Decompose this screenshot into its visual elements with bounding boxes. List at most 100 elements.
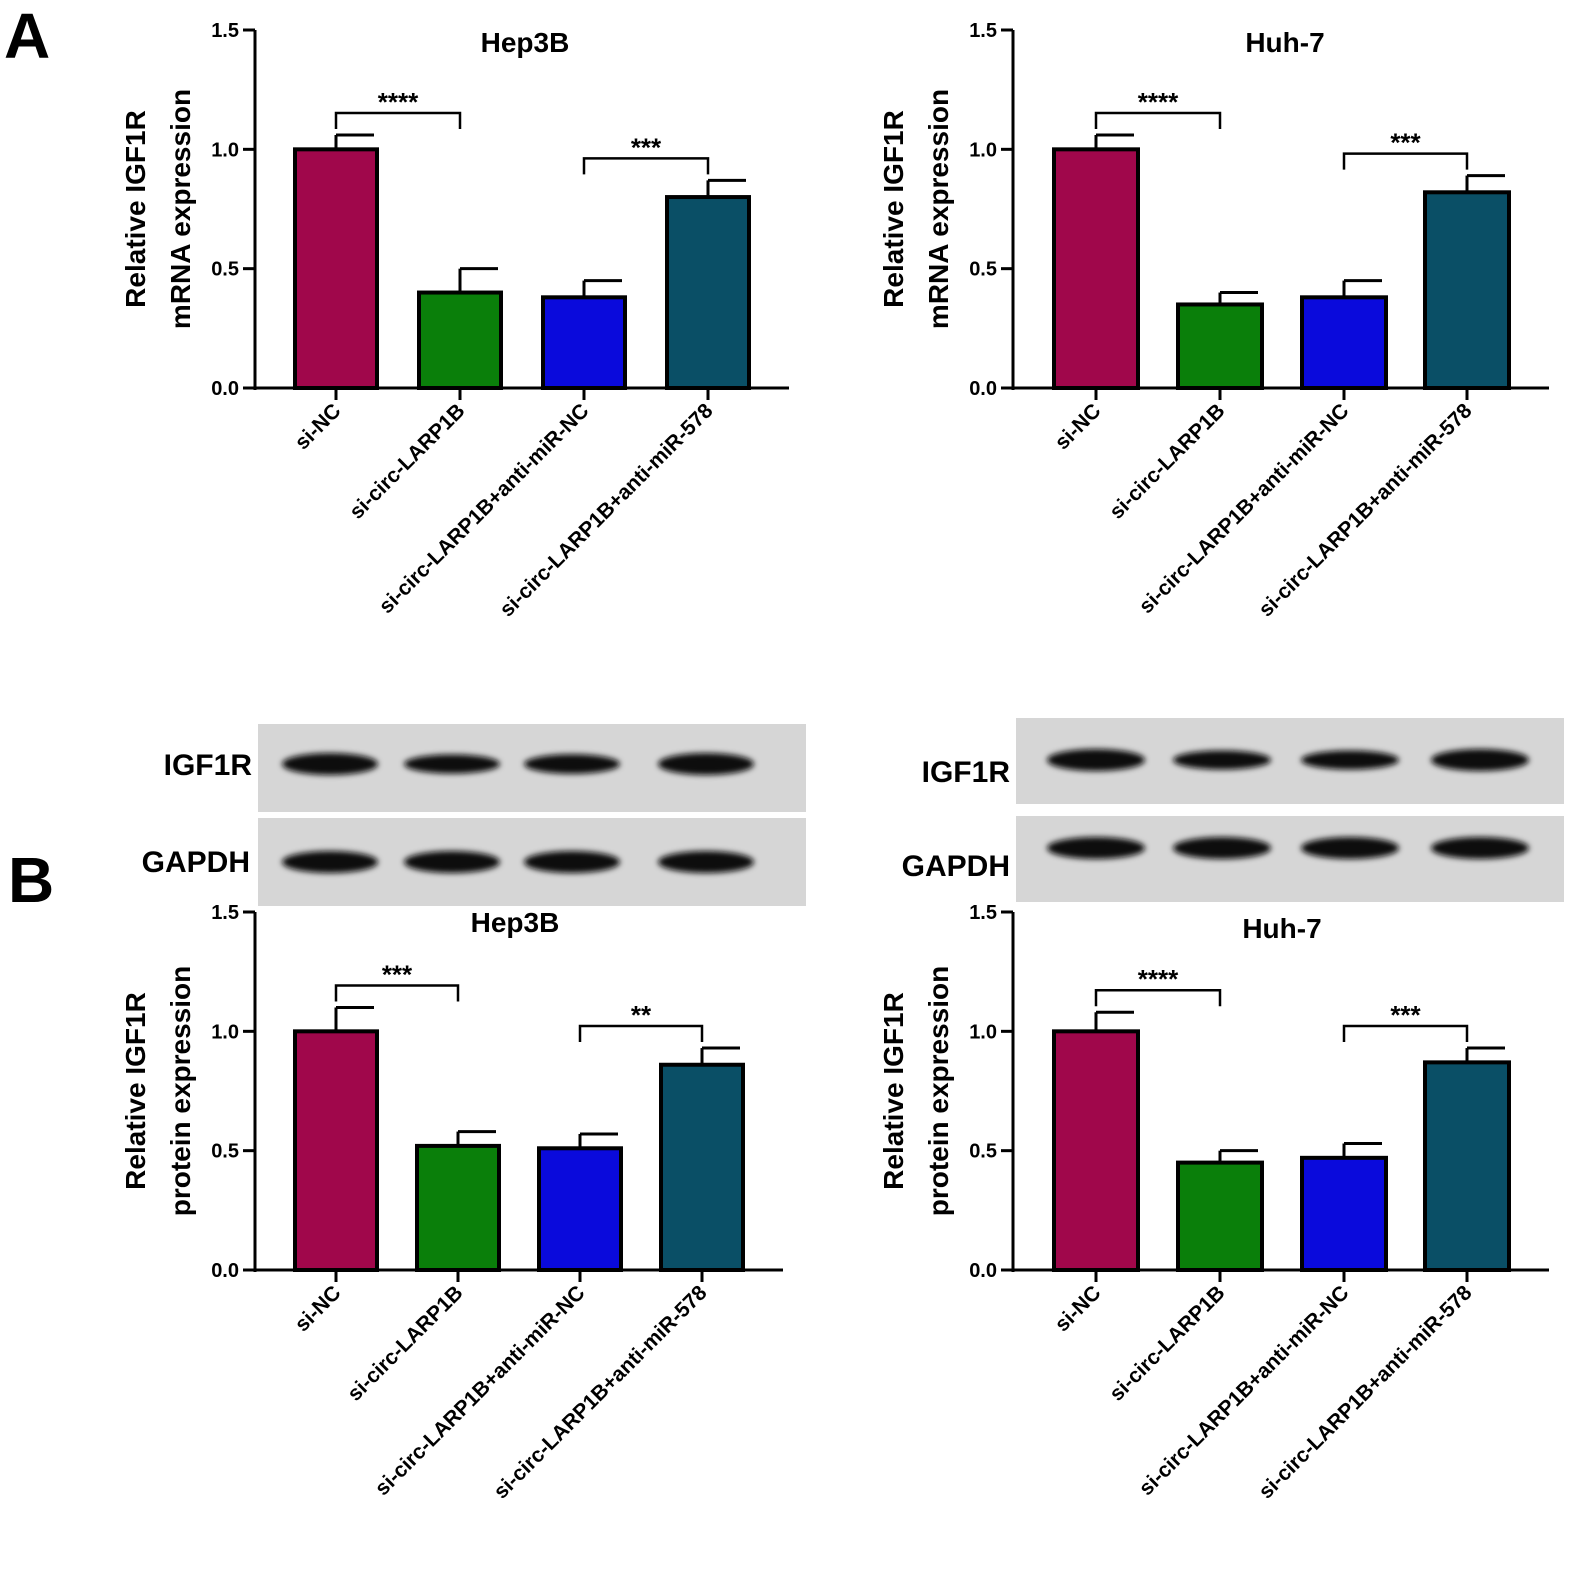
blot-band [1301,837,1399,859]
blot-band [1431,837,1529,859]
category-label: si-circ-LARP1B+anti-miR-NC [1135,1281,1354,1500]
y-axis-label: mRNA expression [923,89,954,329]
blot-band [658,851,754,873]
significance-label: **** [1138,87,1179,117]
category-label: si-NC [290,399,345,454]
bar-2 [1176,1160,1264,1272]
bar-2 [1176,302,1264,391]
blot-label: GAPDH [142,846,250,879]
bar-3 [1300,295,1388,391]
chart-1: Hep3B Relative IGF1R mRNA expression 0.0 0.5… [120,20,789,621]
y-tick-label: 1.5 [211,902,239,924]
bar-3 [541,295,627,391]
blot-band [1173,750,1271,770]
category-label: si-NC [1050,1281,1105,1336]
bar-2 [415,1143,501,1272]
blot-band [1301,750,1399,770]
significance-bracket [1342,1024,1469,1043]
category-label: si-circ-LARP1B+anti-miR-NC [371,1281,590,1500]
chart-title: Hep3B [481,27,570,58]
bar-1 [1052,147,1140,390]
category-label: si-circ-LARP1B+anti-miR-NC [1135,399,1354,618]
chart-title: Huh-7 [1242,913,1321,944]
y-tick-label: 1.0 [969,139,997,161]
y-axis-label: Relative IGF1R [878,110,909,308]
chart-2: Huh-7 Relative IGF1R mRNA expression 0.0 0.5… [878,20,1549,621]
significance-bracket [582,157,710,175]
category-label: si-circ-LARP1B [345,399,469,523]
chart-4: Huh-7 Relative IGF1R protein expression 0.0… [878,902,1549,1503]
significance-bracket [334,984,460,1002]
blot-label: IGF1R [922,756,1011,789]
category-label: si-NC [1050,399,1105,454]
category-label: si-circ-LARP1B+anti-miR-578 [1254,1281,1476,1503]
significance-label: **** [378,87,419,117]
y-tick-label: 0.5 [211,1141,239,1163]
category-label: si-circ-LARP1B+anti-miR-NC [375,399,594,618]
category-label: si-circ-LARP1B+anti-miR-578 [495,399,717,621]
y-tick-label: 1.0 [211,139,239,161]
bar-2 [417,290,503,390]
y-tick-label: 0.5 [969,1141,997,1163]
y-tick-label: 0.0 [969,378,997,400]
chart-title: Huh-7 [1245,27,1324,58]
significance-label: *** [382,959,413,989]
y-tick-label: 0.0 [969,1260,997,1282]
panel-letter-a: A [4,0,50,72]
category-label: si-circ-LARP1B+anti-miR-578 [489,1281,711,1503]
y-tick-label: 0.0 [211,378,239,400]
blot-band [404,851,500,873]
chart-3: Hep3B Relative IGF1R protein expression 0.0… [120,902,783,1503]
category-label: si-circ-LARP1B [1105,399,1229,523]
bar-1 [1052,1029,1140,1273]
y-tick-label: 1.0 [969,1021,997,1043]
category-label: si-circ-LARP1B [343,1281,467,1405]
blot-band [1431,749,1529,771]
category-label: si-circ-LARP1B+anti-miR-578 [1254,399,1476,621]
bar-1 [293,1029,379,1273]
blot-band [1047,749,1145,771]
y-tick-label: 0.5 [211,259,239,281]
bar-1 [293,147,379,390]
significance-label: *** [631,132,662,162]
significance-label: ** [631,1000,652,1030]
y-axis-label: mRNA expression [165,89,196,329]
bar-4 [1423,190,1511,390]
y-axis-label: Relative IGF1R [878,992,909,1190]
western-blot-2: IGF1R GAPDH [902,718,1564,902]
blot-band [524,754,620,774]
western-blot-1: IGF1R GAPDH [142,724,806,906]
significance-bracket [1094,988,1222,1007]
category-label: si-circ-LARP1B [1105,1281,1229,1405]
bar-3 [1300,1155,1388,1272]
significance-bracket [1094,111,1222,130]
y-tick-label: 0.0 [211,1260,239,1282]
blot-band [1173,837,1271,859]
y-axis-label: protein expression [923,966,954,1217]
blot-band [282,851,378,873]
y-tick-label: 1.0 [211,1021,239,1043]
bar-4 [659,1062,745,1273]
y-axis-label: Relative IGF1R [120,992,151,1190]
y-tick-label: 1.5 [969,902,997,924]
y-tick-label: 1.5 [211,20,239,42]
chart-title: Hep3B [471,907,560,938]
significance-bracket [578,1024,704,1043]
blot-band [1047,837,1145,859]
bar-4 [665,195,751,390]
western-blots-group: IGF1R GAPDH IGF1R GAPDH [142,718,1564,906]
panel-letter-b: B [8,844,54,916]
significance-bracket [334,111,462,130]
blot-membrane [1016,816,1564,902]
y-axis-label: protein expression [165,966,196,1217]
blot-band [282,753,378,775]
y-tick-label: 1.5 [969,20,997,42]
significance-label: **** [1138,964,1179,994]
significance-label: *** [1390,128,1421,158]
bar-3 [537,1146,623,1273]
category-label: si-NC [290,1281,345,1336]
bar-4 [1423,1060,1511,1272]
blot-label: GAPDH [902,850,1010,883]
blot-band [524,851,620,873]
